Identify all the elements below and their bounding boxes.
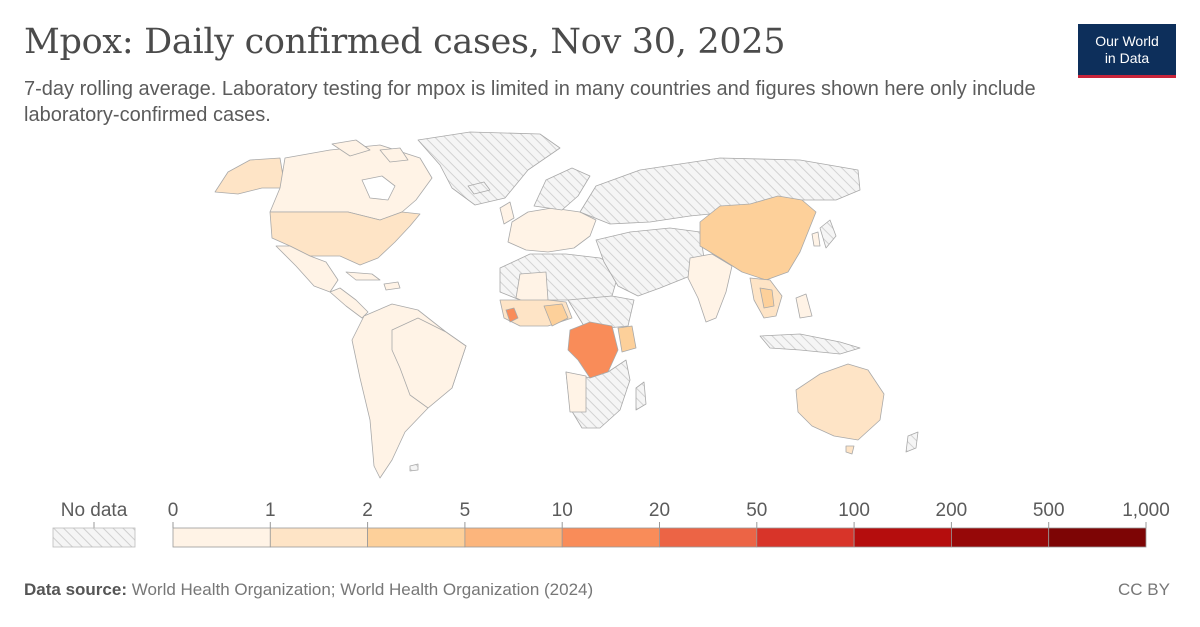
region-falklands[interactable] — [409, 463, 419, 472]
license-link[interactable]: CC BY — [1118, 580, 1170, 599]
legend-threshold-label-6: 50 — [746, 500, 767, 521]
region-brazil[interactable] — [391, 317, 467, 409]
legend-threshold-label-4: 10 — [552, 500, 573, 521]
region-caribbean[interactable] — [345, 271, 401, 291]
legend-threshold-label-5: 20 — [649, 500, 670, 521]
legend-swatch-3 — [464, 527, 563, 548]
region-korea[interactable] — [811, 231, 821, 247]
region-sierra-leone[interactable] — [505, 307, 519, 323]
legend-threshold-label-2: 2 — [362, 500, 373, 521]
region-arctic-islands[interactable] — [331, 139, 409, 163]
region-thailand[interactable] — [759, 287, 775, 309]
legend-swatch-5 — [659, 527, 758, 548]
legend-no-data-label: No data — [61, 500, 128, 521]
legend-swatch-9 — [1048, 527, 1147, 548]
region-madagascar[interactable] — [635, 381, 647, 411]
region-canada[interactable] — [269, 144, 433, 221]
legend-threshold-label-8: 200 — [936, 500, 968, 521]
legend-swatch-4 — [561, 527, 660, 548]
region-iceland[interactable] — [467, 181, 491, 195]
region-china[interactable] — [699, 195, 817, 281]
data-source-label: Data source: — [24, 580, 127, 599]
legend-swatch-0 — [172, 527, 271, 548]
region-uk[interactable] — [499, 201, 515, 225]
color-legend: No data 0 1 2 5 10 20 50 100 200 500 1,000 — [52, 500, 1170, 548]
region-australia[interactable] — [795, 363, 885, 441]
region-central-africa[interactable] — [567, 295, 635, 329]
region-angola[interactable] — [565, 371, 587, 413]
legend-threshold-label-10: 1,000 — [1122, 500, 1170, 521]
legend-threshold-label-1: 1 — [265, 500, 276, 521]
region-greenland[interactable] — [417, 131, 561, 206]
region-nigeria[interactable] — [543, 303, 569, 327]
region-west-sahel[interactable] — [515, 271, 549, 305]
region-scandinavia[interactable] — [533, 167, 591, 211]
region-indonesia[interactable] — [759, 333, 861, 355]
legend-threshold-label-0: 0 — [168, 500, 179, 521]
logo-line-2: in Data — [1104, 50, 1150, 66]
region-russia[interactable] — [579, 157, 861, 225]
chart-subtitle: 7-day rolling average. Laboratory testin… — [24, 78, 1036, 126]
region-central-america[interactable] — [329, 287, 369, 319]
region-tasmania[interactable] — [845, 445, 855, 455]
logo-line-1: Our World — [1095, 33, 1159, 49]
legend-swatch-2 — [367, 527, 466, 548]
region-new-zealand[interactable] — [905, 431, 919, 453]
legend-threshold-label-9: 500 — [1033, 500, 1065, 521]
legend-swatch-8 — [951, 527, 1050, 548]
legend-threshold-label-7: 100 — [838, 500, 870, 521]
chart-title: Mpox: Daily confirmed cases, Nov 30, 202… — [24, 22, 786, 62]
legend-no-data-swatch — [52, 527, 136, 548]
data-source: Data source: World Health Organization; … — [24, 580, 593, 600]
owid-logo[interactable]: Our World in Data — [1078, 24, 1176, 78]
region-mexico[interactable] — [275, 245, 339, 293]
region-dr-congo[interactable] — [567, 321, 619, 379]
data-source-text[interactable]: World Health Organization; World Health … — [131, 580, 594, 599]
region-europe[interactable] — [507, 207, 597, 253]
legend-swatch-6 — [756, 527, 855, 548]
legend-threshold-label-3: 5 — [460, 500, 471, 521]
region-philippines[interactable] — [795, 293, 813, 319]
world-map[interactable] — [0, 130, 1200, 490]
region-india[interactable] — [687, 253, 733, 323]
legend-swatch-1 — [269, 527, 368, 548]
region-japan[interactable] — [819, 219, 837, 249]
legend-swatch-7 — [853, 527, 952, 548]
region-alaska[interactable] — [214, 157, 286, 195]
hudson-bay — [361, 175, 396, 201]
region-kenya[interactable] — [617, 325, 637, 353]
